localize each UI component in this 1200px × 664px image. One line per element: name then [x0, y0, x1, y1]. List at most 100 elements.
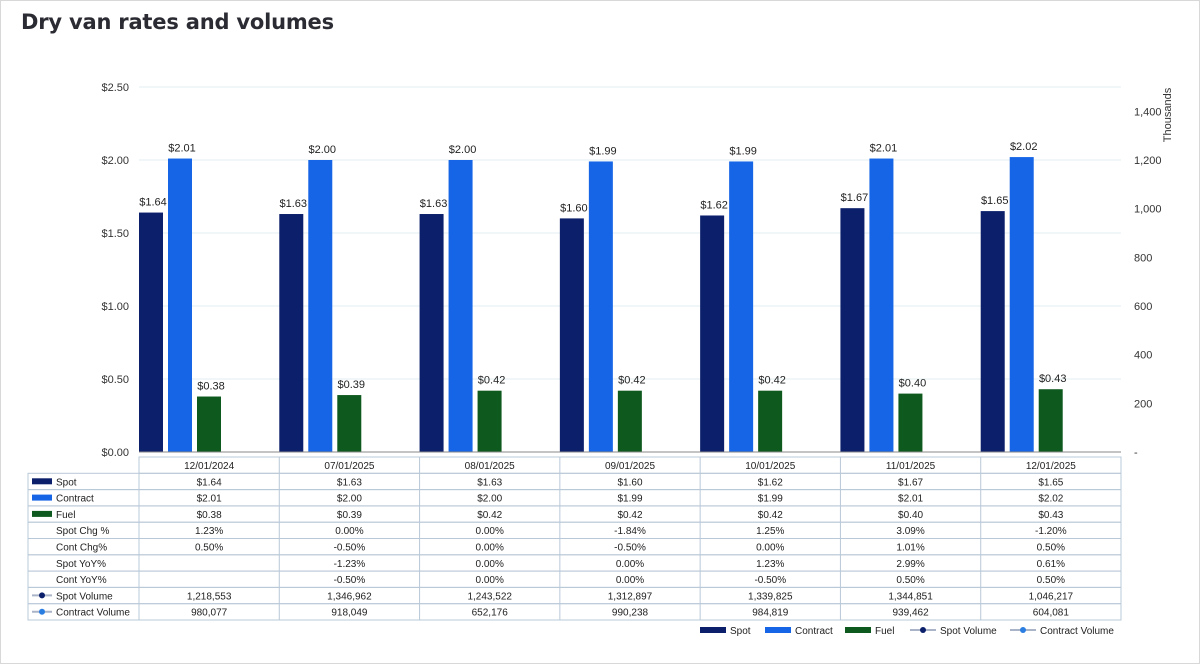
table-cell: 604,081: [1033, 608, 1070, 619]
table-cell: 0.00%: [476, 559, 504, 570]
bar-contract: [729, 161, 754, 452]
y-left-tick-label: $1.50: [101, 228, 129, 240]
table-row-label: Contract Volume: [56, 608, 130, 619]
bar-fuel: [758, 390, 783, 452]
data-table: 12/01/2024 07/01/2025 08/01/2025 09/01/2025…: [27, 456, 1122, 621]
table-header-cell: 08/01/2025: [465, 461, 515, 472]
table-cell: -1.84%: [614, 526, 646, 537]
table-cell: 1,346,962: [327, 591, 372, 602]
data-label-spot: $1.65: [981, 195, 1009, 207]
table-cell: 0.00%: [756, 543, 784, 554]
table-cell: 1,218,553: [187, 591, 232, 602]
bar-spot: [700, 215, 725, 452]
table-cell: $0.40: [898, 510, 923, 521]
table-cell: $2.01: [898, 494, 923, 505]
y-left-tick-label: $2.00: [101, 155, 129, 167]
bar-spot: [980, 211, 1005, 452]
table-row: [27, 554, 1122, 572]
table-row-label: Contract: [56, 494, 94, 505]
bar-spot: [559, 218, 584, 452]
data-label-contract: $2.00: [309, 144, 337, 156]
table-cell: $2.00: [337, 494, 362, 505]
data-label-contract: $1.99: [729, 145, 757, 157]
table-cell: $1.67: [898, 477, 923, 488]
legend-label: Contract: [795, 626, 833, 637]
bar-series: [139, 157, 1063, 453]
table-header-cell: 09/01/2025: [605, 461, 655, 472]
data-label-spot: $1.63: [420, 198, 448, 210]
data-labels: $1.64 $2.01 $0.38 $1.63 $2.00 $0.39 $1.63 $2.00…: [139, 141, 1066, 392]
bar-contract: [869, 158, 894, 453]
table-cell: $2.02: [1038, 494, 1063, 505]
table-cell: $0.42: [758, 510, 783, 521]
y-right-tick-label: 600: [1134, 301, 1152, 313]
table-cell: -0.50%: [334, 543, 366, 554]
table-cell: 0.00%: [476, 543, 504, 554]
table-cell: $1.63: [337, 477, 362, 488]
data-label-spot: $1.64: [139, 197, 167, 209]
data-label-contract: $2.01: [168, 143, 196, 155]
table-cell: 0.00%: [616, 559, 644, 570]
table-cell: 0.00%: [476, 575, 504, 586]
table-cell: 0.00%: [476, 526, 504, 537]
legend-key-contract: [765, 627, 791, 633]
table-row-label: Spot: [56, 477, 77, 488]
table-cell: $0.42: [617, 510, 642, 521]
bar-contract: [448, 160, 473, 452]
table-row: [27, 505, 1122, 523]
bar-fuel: [337, 395, 362, 452]
table-header-cell: 07/01/2025: [324, 461, 374, 472]
data-label-fuel: $0.39: [338, 379, 366, 391]
bar-fuel: [898, 393, 923, 452]
y-right-tick-label: 1,000: [1134, 204, 1162, 216]
legend-label: Spot: [730, 626, 751, 637]
data-label-spot: $1.63: [280, 198, 308, 210]
table-cell: 0.61%: [1037, 559, 1065, 570]
bar-contract: [588, 161, 613, 452]
table-cell: 1,344,851: [888, 591, 933, 602]
table-row: [27, 472, 1122, 491]
table-cell: $1.99: [617, 494, 642, 505]
y-left-tick-label: $0.50: [101, 374, 129, 386]
data-label-contract: $2.01: [870, 143, 898, 155]
table-cell: $1.62: [758, 477, 783, 488]
table-cell: $2.00: [477, 494, 502, 505]
table-cell: 1.01%: [896, 543, 924, 554]
table-cell: $1.99: [758, 494, 783, 505]
bar-spot: [419, 214, 444, 452]
table-cell: -0.50%: [334, 575, 366, 586]
table-cell: 0.50%: [1037, 575, 1065, 586]
y-right-tick-label: 800: [1134, 252, 1152, 264]
legend-label: Fuel: [875, 626, 894, 637]
table-header-cell: 11/01/2025: [886, 461, 936, 472]
table-cell: 1.23%: [756, 559, 784, 570]
table-cell: 0.50%: [896, 575, 924, 586]
table-cell: 1,312,897: [608, 591, 653, 602]
table-row: [27, 489, 1122, 507]
table-header-cell: 12/01/2024: [184, 461, 234, 472]
y-left-tick-label: $0.00: [101, 447, 129, 459]
table-cell: $1.60: [617, 477, 642, 488]
table-cell: 0.50%: [195, 543, 223, 554]
table-legend-key: [32, 478, 52, 485]
bar-spot: [840, 208, 865, 452]
table-cell: 1,243,522: [467, 591, 512, 602]
data-label-fuel: $0.42: [478, 375, 506, 387]
data-label-contract: $1.99: [589, 145, 617, 157]
bar-contract: [308, 160, 333, 452]
table-cell: 0.50%: [1037, 543, 1065, 554]
legend-key-fuel: [845, 627, 871, 633]
table-cell: 3.09%: [896, 526, 924, 537]
table-cell: 1.23%: [195, 526, 223, 537]
bar-fuel: [197, 396, 221, 452]
table-cell: 1,339,825: [748, 591, 793, 602]
bar-fuel: [477, 390, 502, 452]
bar-fuel: [617, 390, 642, 452]
data-label-contract: $2.02: [1010, 141, 1038, 153]
table-cell: 1,046,217: [1029, 591, 1074, 602]
table-cell: 980,077: [191, 608, 228, 619]
y-left-tick-label: $2.50: [101, 82, 129, 94]
data-label-fuel: $0.43: [1039, 373, 1067, 385]
data-label-contract: $2.00: [449, 144, 477, 156]
